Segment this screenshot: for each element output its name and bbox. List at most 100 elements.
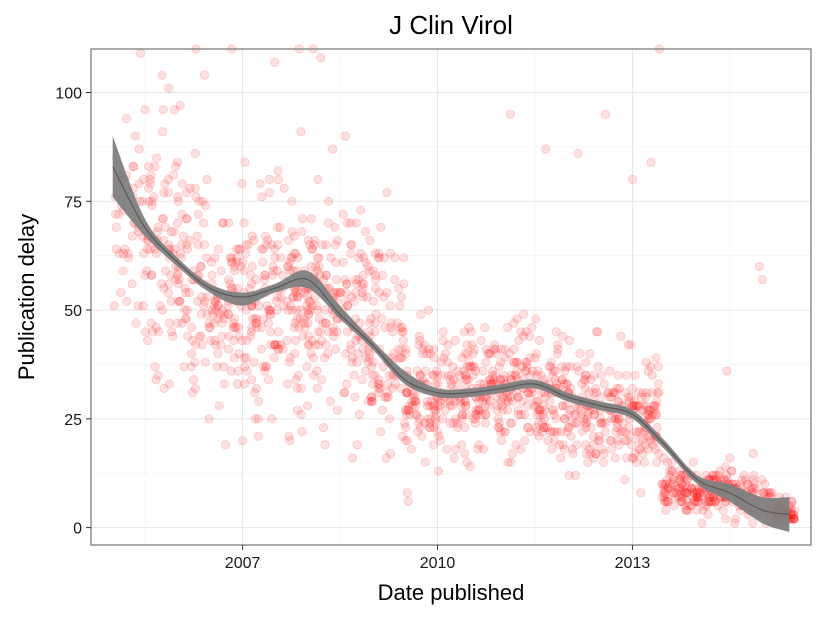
data-point xyxy=(525,353,535,363)
data-point xyxy=(495,427,506,437)
data-point xyxy=(689,483,699,493)
data-point xyxy=(431,366,442,376)
data-point xyxy=(321,318,331,328)
data-point xyxy=(647,409,658,420)
data-point xyxy=(410,401,421,411)
data-point xyxy=(128,231,138,241)
data-point xyxy=(651,353,661,363)
data-point xyxy=(597,444,607,454)
data-point xyxy=(260,274,270,285)
data-point xyxy=(577,379,587,389)
data-point xyxy=(621,370,632,380)
data-point xyxy=(217,318,227,328)
data-point xyxy=(635,444,645,454)
data-point xyxy=(291,248,301,259)
data-point xyxy=(114,248,124,259)
data-point xyxy=(251,318,262,328)
data-point xyxy=(251,383,261,393)
data-point xyxy=(355,248,366,259)
data-point xyxy=(283,261,293,272)
data-point xyxy=(759,488,769,498)
data-point xyxy=(611,427,621,437)
data-point xyxy=(539,414,550,424)
data-point xyxy=(394,353,404,363)
data-point xyxy=(138,301,148,311)
data-point xyxy=(214,401,224,411)
data-point xyxy=(431,409,441,420)
data-point xyxy=(364,353,374,363)
data-point xyxy=(540,405,550,415)
data-point xyxy=(652,457,662,467)
data-point xyxy=(512,366,522,376)
data-point xyxy=(180,283,190,293)
data-point xyxy=(681,505,692,515)
data-point xyxy=(596,392,606,402)
data-point xyxy=(342,279,352,289)
data-point xyxy=(722,366,732,376)
data-point xyxy=(247,279,257,289)
data-point xyxy=(287,253,297,263)
data-point xyxy=(558,401,568,411)
data-point xyxy=(405,409,415,420)
data-point xyxy=(535,409,545,420)
data-point xyxy=(572,361,582,372)
data-point xyxy=(461,375,471,385)
data-point xyxy=(628,401,638,411)
data-point xyxy=(603,388,613,398)
data-point xyxy=(634,388,644,398)
data-point xyxy=(516,327,526,337)
data-point xyxy=(620,427,631,437)
data-point xyxy=(368,370,378,380)
data-point xyxy=(665,470,675,480)
data-point xyxy=(255,179,265,189)
data-point xyxy=(218,218,228,228)
data-point xyxy=(264,305,274,315)
data-point xyxy=(668,488,678,498)
data-point xyxy=(180,305,190,315)
data-point xyxy=(659,488,670,498)
data-point xyxy=(709,496,720,507)
data-point xyxy=(261,361,272,372)
data-point xyxy=(321,340,331,350)
data-point xyxy=(234,244,244,254)
data-point xyxy=(557,361,567,372)
data-point xyxy=(420,366,431,376)
data-point xyxy=(143,183,154,193)
data-point xyxy=(396,292,407,302)
data-point xyxy=(406,444,417,454)
data-point xyxy=(182,240,192,250)
data-point xyxy=(285,266,295,276)
data-point xyxy=(649,401,660,411)
x-tick-label: 2013 xyxy=(615,555,651,572)
data-point xyxy=(425,348,435,359)
data-point xyxy=(164,83,174,93)
data-point xyxy=(676,470,686,480)
data-point xyxy=(634,401,644,411)
data-point xyxy=(232,257,242,267)
data-point xyxy=(481,409,491,420)
data-point xyxy=(380,392,390,402)
data-point xyxy=(544,361,554,372)
data-point xyxy=(303,318,313,328)
data-point xyxy=(647,370,657,380)
data-point xyxy=(462,361,472,372)
data-point xyxy=(273,292,283,302)
data-point xyxy=(269,340,280,350)
data-point xyxy=(220,440,231,450)
data-point xyxy=(390,379,400,389)
data-point xyxy=(659,453,669,463)
data-point xyxy=(315,270,325,280)
data-point xyxy=(509,357,520,367)
data-point xyxy=(242,335,252,346)
data-point xyxy=(320,305,330,315)
data-point xyxy=(585,448,596,459)
data-point xyxy=(321,270,331,280)
data-point xyxy=(550,366,560,376)
data-point xyxy=(314,314,324,324)
data-point xyxy=(446,379,456,389)
data-point xyxy=(382,388,392,398)
data-point xyxy=(251,318,261,328)
data-point xyxy=(262,301,272,311)
data-point xyxy=(674,466,684,476)
data-point xyxy=(183,331,193,341)
